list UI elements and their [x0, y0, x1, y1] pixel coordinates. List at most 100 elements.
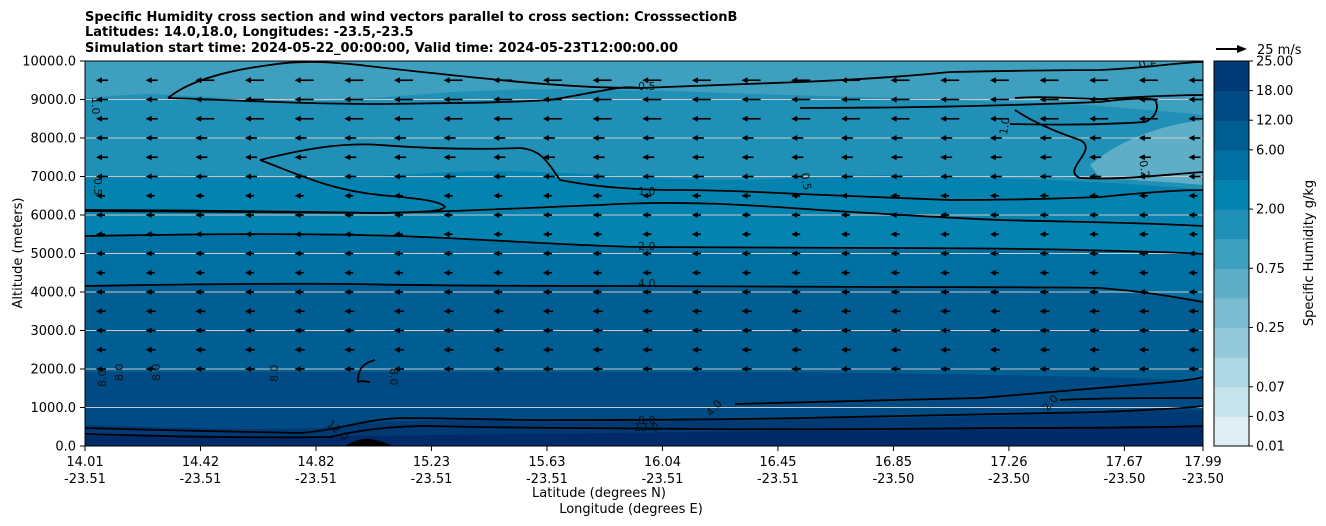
- wind-vector-arrow: [294, 135, 307, 141]
- wind-vector-arrow: [592, 269, 602, 276]
- y-tick-label: 6000.0: [31, 209, 77, 224]
- contour-label: 0.2: [1137, 54, 1158, 72]
- wind-vector-arrow: [195, 250, 205, 257]
- wind-vector-arrow: [890, 289, 900, 295]
- wind-vector-arrow: [393, 327, 404, 334]
- wind-vector-arrow: [691, 366, 702, 372]
- wind-vector-arrow: [493, 192, 503, 199]
- wind-vector-arrow: [493, 289, 503, 295]
- wind-vector-arrow: [96, 77, 108, 84]
- wind-vector-arrow: [96, 250, 105, 257]
- wind-vector-arrow: [840, 327, 851, 334]
- wind-vector-arrow: [244, 173, 257, 180]
- contour-8.0-small: [357, 359, 376, 384]
- wind-vector-arrow: [1089, 77, 1109, 84]
- wind-vector-arrow: [294, 192, 304, 199]
- colorbar-swatch: [1214, 179, 1249, 210]
- wind-vector-arrow: [1039, 308, 1050, 315]
- contour-label: 8.0: [638, 414, 656, 427]
- wind-vector-arrow: [294, 77, 314, 84]
- wind-vector-arrow: [96, 346, 106, 353]
- contour-label: 2.0: [638, 240, 656, 253]
- wind-vector-arrow: [443, 308, 454, 315]
- contour-label: 0.5: [798, 172, 814, 191]
- wind-vector-arrow: [344, 269, 354, 276]
- wind-vector-arrow: [393, 173, 406, 180]
- wind-vector-arrow: [890, 327, 901, 334]
- wind-vector-arrow: [443, 77, 463, 84]
- wind-vector-arrow: [443, 154, 456, 161]
- chart-title: Specific Humidity cross section and wind…: [85, 10, 737, 56]
- wind-vector-arrow: [642, 269, 652, 276]
- wind-vector-arrow: [344, 192, 354, 199]
- wind-vector-arrow: [294, 154, 307, 161]
- wind-vector-arrow: [1089, 154, 1102, 161]
- wind-vector-arrow: [1089, 231, 1099, 238]
- wind-vector-arrow: [642, 212, 652, 218]
- wind-vector-arrow: [344, 289, 354, 295]
- contour-4.0: [85, 282, 1203, 303]
- contour-label: 4.0: [638, 277, 656, 290]
- wind-vector-arrow: [840, 250, 850, 257]
- title-line-1: Specific Humidity cross section and wind…: [85, 10, 737, 25]
- wind-vector-arrow: [940, 115, 960, 122]
- wind-vector-arrow: [443, 289, 453, 295]
- wind-vector-arrow: [592, 308, 603, 315]
- wind-vector-arrow: [294, 308, 305, 315]
- x-tick-lat: 16.45: [759, 455, 796, 470]
- x-tick-lon: -23.51: [641, 472, 683, 487]
- wind-vector-arrow: [691, 289, 701, 295]
- x-tick-lat: 14.82: [297, 455, 334, 470]
- wind-vector-arrow: [542, 269, 552, 276]
- wind-vector-arrow: [542, 327, 553, 334]
- wind-vector-arrow: [1188, 96, 1203, 103]
- wind-vector-arrow: [244, 77, 264, 84]
- y-tick-label: 7000.0: [31, 170, 77, 185]
- wind-vector-arrow: [493, 327, 504, 334]
- wind-vector-arrow: [1188, 366, 1199, 372]
- wind-vector-arrow: [393, 346, 404, 353]
- wind-vector-arrow: [443, 366, 454, 372]
- wind-vector-arrow: [1188, 192, 1198, 199]
- colorbar-swatch: [1214, 209, 1249, 240]
- x-tick-lat: 15.63: [528, 455, 565, 470]
- wind-vector-arrow: [940, 250, 950, 257]
- colorbar-swatch: [1214, 297, 1249, 329]
- wind-vector-arrow: [145, 269, 155, 276]
- wind-vector-arrow: [592, 231, 602, 238]
- wind-vector-arrow: [592, 192, 602, 199]
- wind-vector-arrow: [890, 115, 910, 122]
- wind-vector-arrow: [195, 173, 208, 180]
- wind-vector-arrow: [741, 308, 752, 315]
- wind-vector-arrow: [195, 308, 206, 315]
- wind-vector-arrow: [741, 115, 761, 122]
- wind-vector-arrow: [642, 135, 655, 141]
- wind-vector-arrow: [443, 327, 454, 334]
- wind-vector-arrow: [741, 135, 754, 141]
- wind-vector-arrow: [890, 308, 901, 315]
- wind-vector-arrow: [542, 346, 553, 353]
- wind-vector-arrow: [592, 250, 602, 257]
- wind-vector-arrow: [642, 115, 662, 122]
- wind-vector-arrow: [493, 115, 513, 122]
- wind-vector-arrow: [989, 115, 1009, 122]
- wind-vector-arrow: [195, 289, 205, 295]
- y-tick-label: 1000.0: [31, 401, 77, 416]
- wind-vector-arrow: [443, 115, 463, 122]
- wind-vector-arrow: [741, 96, 761, 103]
- wind-vector-arrow: [989, 212, 999, 218]
- colorbar-swatch: [1214, 90, 1249, 121]
- wind-vector-arrow: [592, 212, 602, 218]
- wind-vector-arrow: [542, 77, 562, 84]
- wind-vector-arrow: [890, 269, 900, 276]
- wind-vector-arrow: [1138, 308, 1149, 315]
- wind-vector-arrow: [840, 366, 851, 372]
- wind-vector-arrow: [890, 96, 910, 103]
- wind-vector-arrow: [691, 173, 704, 180]
- wind-vector-arrow: [1138, 135, 1151, 141]
- wind-vector-arrow: [642, 250, 652, 257]
- wind-vector-arrow: [542, 115, 562, 122]
- wind-vector-arrow: [493, 231, 503, 238]
- contour-label: 0.2: [1136, 159, 1152, 178]
- wind-vector-arrow: [443, 96, 463, 103]
